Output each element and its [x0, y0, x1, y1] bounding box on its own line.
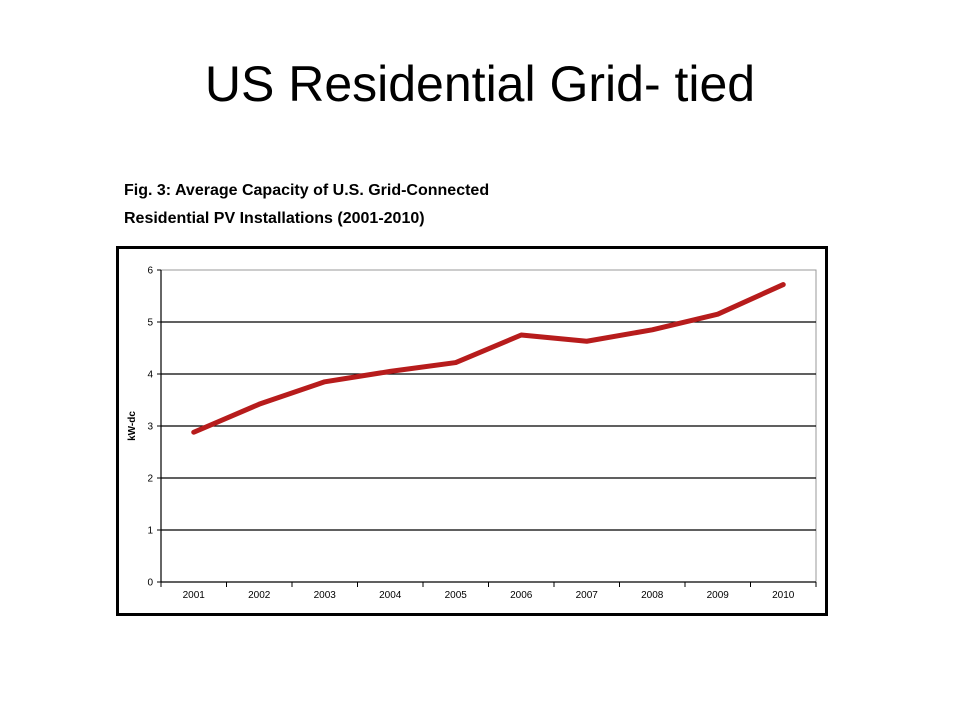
y-tick-label: 4 — [147, 370, 153, 381]
figure-caption: Fig. 3: Average Capacity of U.S. Grid-Co… — [124, 177, 489, 233]
x-tick-label: 2006 — [510, 590, 533, 601]
slide-title: US Residential Grid- tied — [204, 56, 756, 112]
y-tick-label: 2 — [147, 474, 153, 485]
x-tick-label: 2005 — [445, 590, 468, 601]
y-tick-label: 3 — [147, 422, 153, 433]
x-tick-label: 2009 — [707, 590, 730, 601]
y-axis-title: kW-dc — [127, 411, 138, 441]
y-tick-label: 6 — [147, 266, 153, 277]
x-tick-label: 2007 — [576, 590, 599, 601]
figure-caption-line-2: Residential PV Installations (2001-2010) — [124, 210, 425, 227]
figure-caption-line-1: Fig. 3: Average Capacity of U.S. Grid-Co… — [124, 182, 490, 199]
x-tick-label: 2010 — [772, 590, 795, 601]
x-tick-label: 2002 — [248, 590, 271, 601]
series-line-0 — [191, 282, 786, 435]
x-tick-label: 2008 — [641, 590, 664, 601]
x-tick-label: 2004 — [379, 590, 402, 601]
line-chart: 0 1 2 3 4 5 6 2001 2002 2003 2004 2005 2006 2007 2008 2… — [127, 266, 817, 601]
y-tick-label: 0 — [147, 578, 153, 589]
chart-frame: 0 1 2 3 4 5 6 2001 2002 2003 2004 2005 2006 2007 2008 2… — [116, 246, 828, 616]
x-tick-label: 2001 — [183, 590, 206, 601]
x-tick-label: 2003 — [314, 590, 337, 601]
y-tick-label: 5 — [147, 318, 153, 329]
y-tick-label: 1 — [147, 526, 153, 537]
